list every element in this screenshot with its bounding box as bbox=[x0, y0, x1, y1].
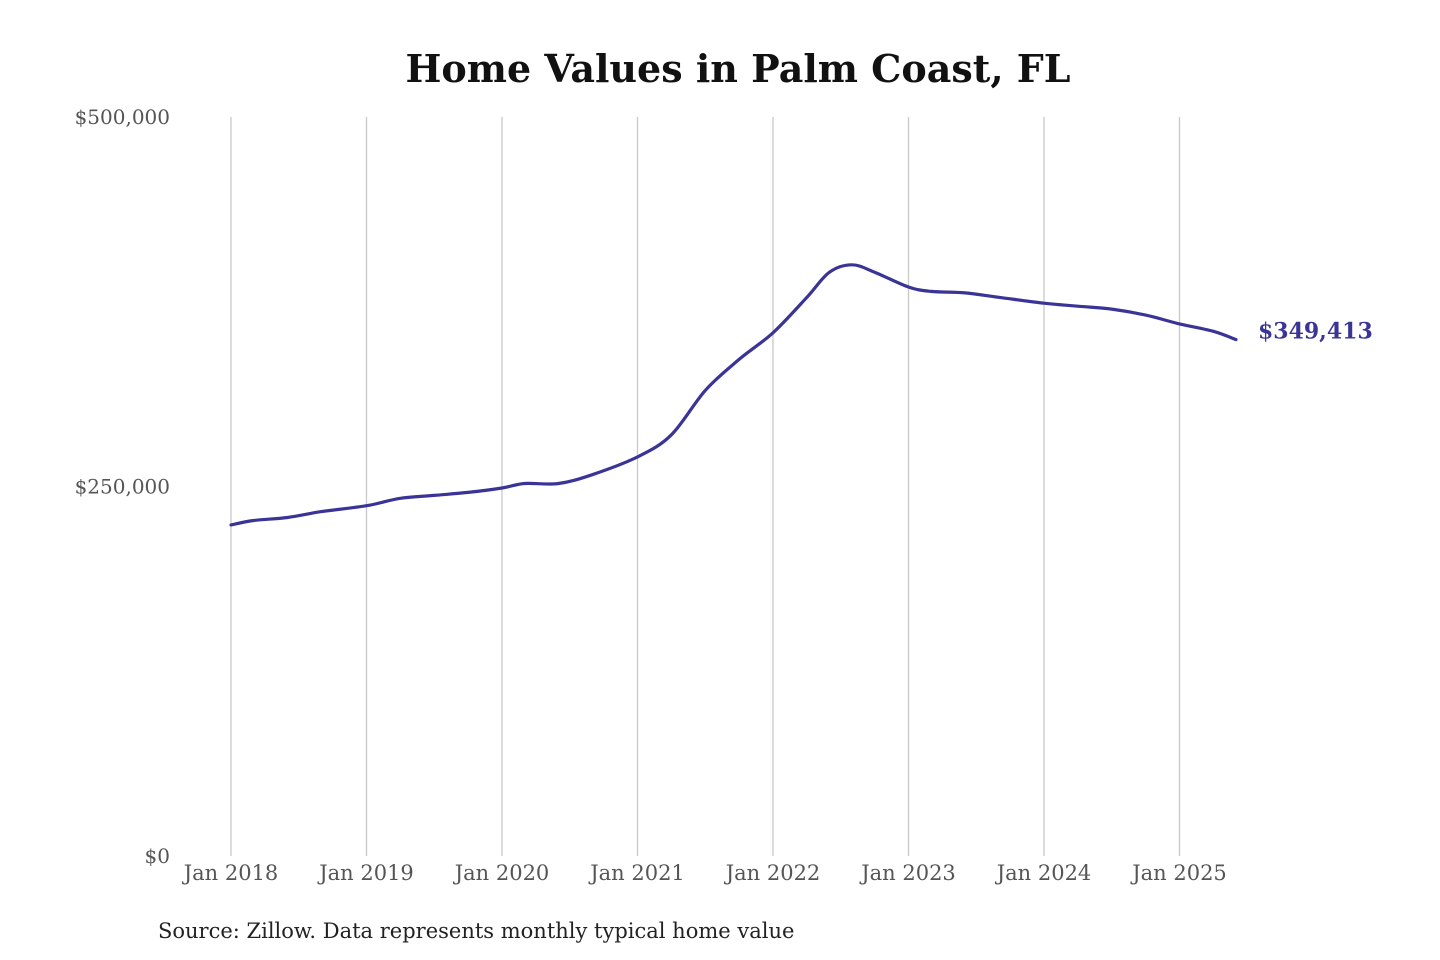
data-point bbox=[771, 331, 775, 335]
data-point bbox=[737, 357, 741, 361]
x-tick-label: Jan 2022 bbox=[724, 861, 821, 885]
x-tick-label: Jan 2020 bbox=[453, 861, 550, 885]
series-layer: $349,413 bbox=[229, 263, 1373, 527]
grid-lines bbox=[230, 117, 1181, 856]
x-tick-label: Jan 2021 bbox=[588, 861, 685, 885]
x-tick-label: Jan 2024 bbox=[995, 861, 1092, 885]
x-axis-ticks: Jan 2018 Jan 2019 Jan 2020 Jan 2021 Jan 2022… bbox=[182, 861, 1227, 885]
data-point bbox=[907, 285, 911, 289]
y-tick-label: $500,000 bbox=[75, 105, 170, 129]
x-tick-label: Jan 2025 bbox=[1130, 861, 1227, 885]
data-point bbox=[365, 504, 369, 508]
data-point bbox=[805, 295, 809, 299]
data-point bbox=[929, 289, 933, 293]
x-tick-label: Jan 2023 bbox=[859, 861, 956, 885]
data-point bbox=[1110, 307, 1114, 311]
x-tick-label: Jan 2018 bbox=[182, 861, 279, 885]
data-point bbox=[286, 516, 290, 520]
source-note: Source: Zillow. Data represents monthly … bbox=[158, 919, 794, 943]
data-point bbox=[1234, 338, 1238, 342]
data-point bbox=[466, 490, 470, 494]
data-point bbox=[669, 433, 673, 437]
data-point bbox=[252, 519, 256, 523]
data-point bbox=[850, 263, 854, 267]
data-point bbox=[1076, 304, 1080, 308]
x-tick-label: Jan 2019 bbox=[317, 861, 414, 885]
data-point bbox=[432, 493, 436, 497]
data-point bbox=[1178, 322, 1182, 326]
data-point bbox=[557, 482, 561, 486]
data-point bbox=[500, 486, 504, 490]
data-point bbox=[319, 510, 323, 514]
data-point bbox=[590, 473, 594, 477]
y-tick-label: $0 bbox=[145, 844, 170, 868]
data-point bbox=[229, 523, 233, 527]
data-point bbox=[828, 270, 832, 274]
series-line-0 bbox=[229, 263, 1238, 527]
data-point bbox=[1144, 313, 1148, 317]
data-point bbox=[398, 496, 402, 500]
chart-title: Home Values in Palm Coast, FL bbox=[406, 46, 1071, 91]
y-axis-ticks: $0 $250,000 $500,000 bbox=[75, 105, 170, 868]
data-point bbox=[873, 270, 877, 274]
y-tick-label: $250,000 bbox=[75, 475, 170, 499]
data-point bbox=[1042, 301, 1046, 305]
data-point bbox=[1211, 329, 1215, 333]
data-point bbox=[523, 482, 527, 486]
data-point bbox=[997, 295, 1001, 299]
end-value-label: $349,413 bbox=[1258, 319, 1373, 345]
data-point bbox=[963, 291, 967, 295]
data-point bbox=[636, 455, 640, 459]
data-point bbox=[703, 388, 707, 392]
